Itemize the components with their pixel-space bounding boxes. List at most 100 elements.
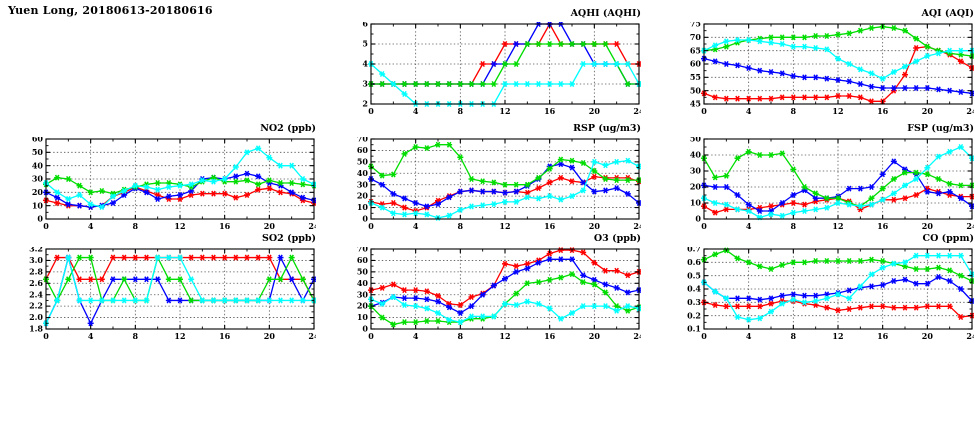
svg-text:0.4: 0.4 bbox=[687, 284, 701, 294]
panel-title-o3: O3 (ppb) bbox=[593, 233, 641, 244]
svg-text:8: 8 bbox=[458, 106, 464, 116]
svg-text:0: 0 bbox=[701, 331, 707, 341]
svg-text:50: 50 bbox=[357, 266, 369, 276]
svg-text:20: 20 bbox=[357, 301, 369, 311]
svg-text:40: 40 bbox=[357, 278, 369, 288]
svg-text:0: 0 bbox=[362, 324, 368, 334]
svg-text:10: 10 bbox=[357, 312, 369, 322]
plot-aqhi: 2 3 4 5 6 0 4 8 12 16 20 24 bbox=[345, 22, 641, 120]
svg-text:30: 30 bbox=[357, 179, 369, 189]
svg-text:4: 4 bbox=[746, 106, 752, 116]
svg-text:20: 20 bbox=[589, 106, 601, 116]
svg-text:20: 20 bbox=[589, 221, 601, 231]
svg-text:50: 50 bbox=[690, 85, 702, 95]
svg-text:60: 60 bbox=[32, 137, 44, 144]
panel-title-co: CO (ppm) bbox=[922, 233, 974, 244]
plot-area-co: 0.1 0.2 0.3 0.4 0.5 0.6 0.7 0 4 8 12 16 20 24 bbox=[687, 247, 974, 341]
svg-text:20: 20 bbox=[264, 221, 276, 231]
panel-title-aqhi: AQHI (AQHI) bbox=[570, 8, 641, 19]
svg-text:20: 20 bbox=[589, 331, 601, 341]
svg-text:75: 75 bbox=[690, 22, 701, 29]
svg-text:60: 60 bbox=[690, 59, 702, 69]
svg-text:40: 40 bbox=[357, 168, 369, 178]
svg-text:16: 16 bbox=[544, 106, 556, 116]
svg-text:0.1: 0.1 bbox=[687, 324, 701, 334]
svg-text:0: 0 bbox=[701, 221, 707, 231]
svg-text:8: 8 bbox=[791, 221, 797, 231]
svg-text:0: 0 bbox=[37, 214, 43, 224]
svg-text:10: 10 bbox=[32, 200, 44, 210]
svg-text:0.7: 0.7 bbox=[687, 247, 701, 254]
svg-text:20: 20 bbox=[32, 187, 44, 197]
svg-text:4: 4 bbox=[413, 221, 419, 231]
svg-text:2.0: 2.0 bbox=[29, 312, 43, 322]
svg-text:24: 24 bbox=[966, 221, 974, 231]
svg-text:30: 30 bbox=[357, 289, 369, 299]
svg-text:20: 20 bbox=[357, 191, 369, 201]
panel-aqhi: AQHI (AQHI) 2 3 4 5 6 0 4 8 12 16 20 24 bbox=[345, 8, 641, 120]
svg-text:4: 4 bbox=[88, 221, 94, 231]
svg-text:12: 12 bbox=[832, 106, 843, 116]
svg-text:16: 16 bbox=[877, 331, 889, 341]
svg-text:10: 10 bbox=[690, 198, 702, 208]
svg-text:1.8: 1.8 bbox=[29, 324, 43, 334]
svg-text:3.2: 3.2 bbox=[29, 247, 43, 254]
plot-rsp: 01020304050607004812162024 bbox=[345, 137, 641, 235]
svg-text:0: 0 bbox=[368, 221, 374, 231]
svg-text:0: 0 bbox=[362, 214, 368, 224]
plot-aqi: 45 50 55 60 65 70 75 0 4 8 12 16 20 24 bbox=[678, 22, 974, 120]
svg-text:0.3: 0.3 bbox=[687, 297, 701, 307]
svg-text:2.6: 2.6 bbox=[29, 278, 43, 288]
svg-text:24: 24 bbox=[308, 221, 316, 231]
plot-area-aqi: 45 50 55 60 65 70 75 0 4 8 12 16 20 24 bbox=[690, 22, 974, 116]
svg-text:24: 24 bbox=[633, 106, 641, 116]
svg-text:0: 0 bbox=[695, 214, 701, 224]
svg-text:16: 16 bbox=[544, 221, 556, 231]
svg-text:4: 4 bbox=[362, 59, 368, 69]
plot-area-rsp: 01020304050607004812162024 bbox=[357, 137, 641, 231]
panel-title-no2: NO2 (ppb) bbox=[260, 123, 316, 134]
svg-text:0: 0 bbox=[368, 331, 374, 341]
panel-so2: SO2 (ppb) 1.8 2.0 2.2 2.4 2.6 2.8 3.0 3.2 0 4 8 12 1… bbox=[20, 233, 316, 345]
svg-text:10: 10 bbox=[357, 202, 369, 212]
svg-text:2.8: 2.8 bbox=[29, 266, 43, 276]
svg-text:0.5: 0.5 bbox=[687, 270, 701, 280]
plot-no2: 0 10 20 30 40 50 60 0 4 8 12 16 20 24 bbox=[20, 137, 316, 235]
svg-text:8: 8 bbox=[133, 221, 139, 231]
plot-area-no2: 0 10 20 30 40 50 60 0 4 8 12 16 20 24 bbox=[32, 137, 316, 231]
svg-text:20: 20 bbox=[922, 221, 934, 231]
svg-text:20: 20 bbox=[922, 106, 934, 116]
panel-no2: NO2 (ppb) 0 10 20 30 40 50 60 0 4 8 12 16 20 24 bbox=[20, 123, 316, 235]
plot-area-o3: 01020304050607004812162024 bbox=[357, 247, 641, 341]
svg-text:20: 20 bbox=[922, 331, 934, 341]
svg-text:16: 16 bbox=[544, 331, 556, 341]
panel-o3: O3 (ppb) 01020304050607004812162024 bbox=[345, 233, 641, 345]
svg-text:20: 20 bbox=[264, 331, 276, 341]
panel-title-aqi: AQI (AQI) bbox=[921, 8, 974, 19]
svg-text:45: 45 bbox=[690, 99, 701, 109]
plot-o3: 01020304050607004812162024 bbox=[345, 247, 641, 345]
svg-text:12: 12 bbox=[832, 221, 843, 231]
svg-text:6: 6 bbox=[362, 22, 368, 29]
panel-rsp: RSP (ug/m3) 01020304050607004812162024 bbox=[345, 123, 641, 235]
svg-text:2.2: 2.2 bbox=[29, 301, 43, 311]
svg-text:30: 30 bbox=[32, 174, 44, 184]
svg-text:20: 20 bbox=[690, 182, 702, 192]
svg-text:0: 0 bbox=[701, 106, 707, 116]
svg-text:40: 40 bbox=[690, 150, 702, 160]
svg-text:8: 8 bbox=[458, 331, 464, 341]
panel-title-so2: SO2 (ppb) bbox=[262, 233, 316, 244]
plot-co: 0.1 0.2 0.3 0.4 0.5 0.6 0.7 0 4 8 12 16 20 24 bbox=[678, 247, 974, 345]
svg-text:70: 70 bbox=[690, 32, 702, 42]
page-title: Yuen Long, 20180613-20180616 bbox=[8, 4, 213, 17]
svg-text:4: 4 bbox=[746, 331, 752, 341]
svg-text:8: 8 bbox=[133, 331, 139, 341]
svg-text:55: 55 bbox=[690, 72, 701, 82]
svg-text:8: 8 bbox=[458, 221, 464, 231]
svg-text:2.4: 2.4 bbox=[29, 289, 43, 299]
svg-text:60: 60 bbox=[357, 255, 369, 265]
svg-text:40: 40 bbox=[32, 160, 44, 170]
svg-text:70: 70 bbox=[357, 137, 369, 144]
svg-text:12: 12 bbox=[499, 331, 510, 341]
